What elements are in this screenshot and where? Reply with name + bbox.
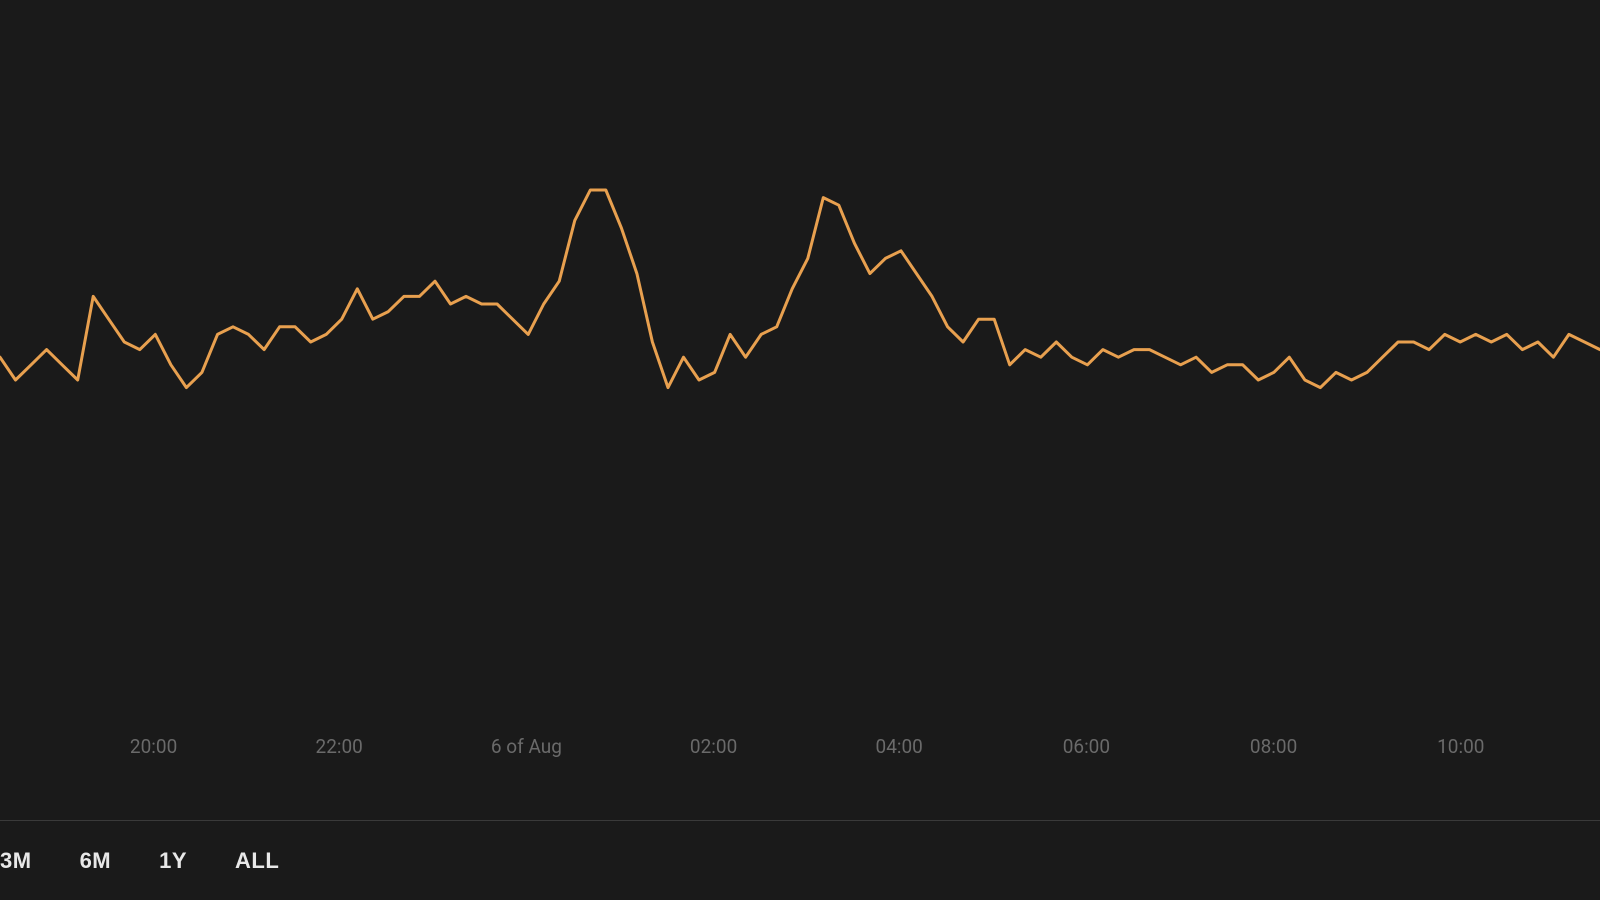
x-tick-label: 10:00	[1437, 735, 1484, 758]
range-selector: 3M 6M 1Y ALL	[0, 848, 279, 874]
x-tick-label: 08:00	[1250, 735, 1297, 758]
x-axis: 20:00 22:00 6 of Aug 02:00 04:00 06:00 0…	[0, 735, 1600, 775]
x-tick-label: 04:00	[876, 735, 923, 758]
chart-line	[0, 190, 1600, 388]
range-3m-button[interactable]: 3M	[0, 848, 32, 874]
range-6m-button[interactable]: 6M	[80, 848, 112, 874]
x-tick-label: 6 of Aug	[491, 735, 562, 758]
range-1y-button[interactable]: 1Y	[159, 848, 187, 874]
x-tick-label: 06:00	[1063, 735, 1110, 758]
x-tick-label: 22:00	[316, 735, 363, 758]
section-divider	[0, 820, 1600, 821]
line-chart-svg	[0, 0, 1600, 760]
x-tick-label: 20:00	[130, 735, 177, 758]
chart-area	[0, 0, 1600, 760]
range-all-button[interactable]: ALL	[235, 848, 279, 874]
x-tick-label: 02:00	[690, 735, 737, 758]
